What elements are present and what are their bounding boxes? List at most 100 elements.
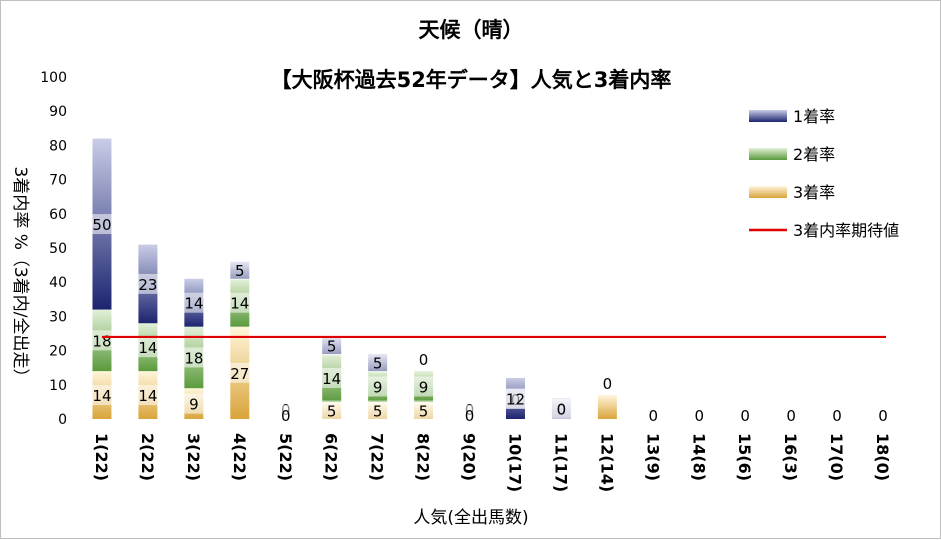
data-label-bg xyxy=(548,398,575,419)
x-tick-label: 9(20) xyxy=(460,433,479,481)
data-label-bg xyxy=(180,393,207,414)
data-label-bg xyxy=(134,385,161,406)
x-tick-label: 15(6) xyxy=(735,433,754,481)
x-axis-ticks: 1(22) 2(22) 3(22) 4(22) 5(22) 6(22) 7(22) 8(22)… xyxy=(92,433,892,492)
data-label: 5 xyxy=(373,402,383,420)
y-tick-label: 50 xyxy=(49,241,67,257)
data-label: 18 xyxy=(184,349,203,367)
legend-label: 3着内率期待値 xyxy=(793,221,899,240)
x-tick-label: 18(0) xyxy=(873,433,892,481)
y-tick-label: 60 xyxy=(49,207,67,223)
x-axis-title: 人気(全出馬数) xyxy=(413,508,528,528)
data-label: 0 xyxy=(465,407,475,425)
data-label: 14 xyxy=(138,387,157,405)
data-label-bg xyxy=(318,400,345,421)
data-label: 5 xyxy=(327,402,337,420)
y-tick-label: 30 xyxy=(49,309,67,325)
data-label: 14 xyxy=(138,339,157,357)
data-label: 0 xyxy=(878,407,888,425)
data-label: 5 xyxy=(419,402,429,420)
data-label: 0 xyxy=(557,401,567,419)
data-label: 14 xyxy=(184,295,203,313)
x-tick-label: 3(22) xyxy=(184,433,203,481)
data-label: 50 xyxy=(92,216,111,234)
data-label: 27 xyxy=(230,365,249,383)
data-label-bg xyxy=(318,367,345,388)
data-label: 9 xyxy=(189,396,199,414)
data-label: 5 xyxy=(373,355,383,373)
data-label-bg xyxy=(410,349,437,370)
x-tick-label: 2(22) xyxy=(138,433,157,481)
data-label: 0 xyxy=(740,407,750,425)
data-label-bg xyxy=(88,385,115,406)
x-tick-label: 1(22) xyxy=(92,433,111,481)
data-label: 14 xyxy=(92,387,111,405)
data-label-bg xyxy=(364,400,391,421)
data-label: 12 xyxy=(506,390,525,408)
data-label-bg xyxy=(824,405,851,425)
data-label: 9 xyxy=(419,379,429,397)
y-tick-label: 70 xyxy=(49,173,67,189)
data-label-bg xyxy=(594,373,621,394)
data-label-bg xyxy=(180,347,207,368)
legend-label: 1着率 xyxy=(793,107,835,126)
data-label-bg xyxy=(364,376,391,397)
data-label-bg xyxy=(410,376,437,397)
legend: 1着率 2着率 3着率 3着内率期待値 xyxy=(749,107,899,240)
data-label: 0 xyxy=(281,407,291,425)
y-axis-title: 3着内率 %（3着内/全出走） xyxy=(10,167,30,386)
data-label-bg xyxy=(410,400,437,421)
data-label: 18 xyxy=(92,332,111,350)
data-label-bg xyxy=(456,405,483,425)
data-label: 0 xyxy=(649,407,659,425)
bar-segment-3rd xyxy=(597,395,617,419)
data-label: 0 xyxy=(419,351,429,369)
x-tick-label: 8(22) xyxy=(414,433,433,481)
legend-label: 2着率 xyxy=(793,145,835,164)
y-tick-label: 80 xyxy=(49,138,67,154)
y-tick-label: 90 xyxy=(49,104,67,120)
data-label: 0 xyxy=(694,407,704,425)
y-tick-label: 0 xyxy=(58,412,67,428)
data-label: 0 xyxy=(832,407,842,425)
data-label-bg xyxy=(732,405,759,425)
y-tick-label: 10 xyxy=(49,378,67,394)
legend-swatch xyxy=(749,186,787,198)
x-tick-label: 10(17) xyxy=(505,433,524,492)
y-tick-label: 100 xyxy=(40,70,67,86)
legend-label: 3着率 xyxy=(793,183,835,202)
data-label: 0 xyxy=(786,407,796,425)
x-tick-label: 14(8) xyxy=(689,433,708,481)
data-label-bg xyxy=(88,330,115,351)
data-label-bg xyxy=(226,292,253,313)
data-label: 5 xyxy=(235,262,245,280)
chart-subtitle: 【大阪杯過去52年データ】人気と3着内率 xyxy=(271,68,672,92)
y-axis-ticks: 0 10 20 30 40 50 60 70 80 90 100 xyxy=(40,70,67,428)
data-label-bg xyxy=(226,362,253,383)
data-label: 5 xyxy=(327,337,337,355)
y-tick-label: 40 xyxy=(49,275,67,291)
data-label-bg xyxy=(272,405,299,425)
x-tick-label: 16(3) xyxy=(781,433,800,481)
y-tick-label: 20 xyxy=(49,344,67,360)
data-label: 14 xyxy=(322,370,341,388)
data-label-bg xyxy=(686,405,713,425)
data-label-bg xyxy=(364,352,391,373)
legend-swatch xyxy=(749,148,787,160)
data-label-bg xyxy=(870,405,897,425)
data-label-bg xyxy=(134,273,161,294)
x-tick-label: 17(0) xyxy=(827,433,846,481)
legend-swatch xyxy=(749,110,787,122)
data-label-bg xyxy=(318,335,345,356)
x-tick-label: 12(14) xyxy=(597,433,616,492)
data-label: 0 xyxy=(603,375,613,393)
x-tick-label: 5(22) xyxy=(276,433,295,481)
chart-title: 天候（晴） xyxy=(419,18,524,42)
x-tick-label: 7(22) xyxy=(368,433,387,481)
x-tick-label: 13(9) xyxy=(643,433,662,481)
data-label: 23 xyxy=(138,276,157,294)
data-label-bg xyxy=(640,405,667,425)
data-label: 9 xyxy=(373,379,383,397)
